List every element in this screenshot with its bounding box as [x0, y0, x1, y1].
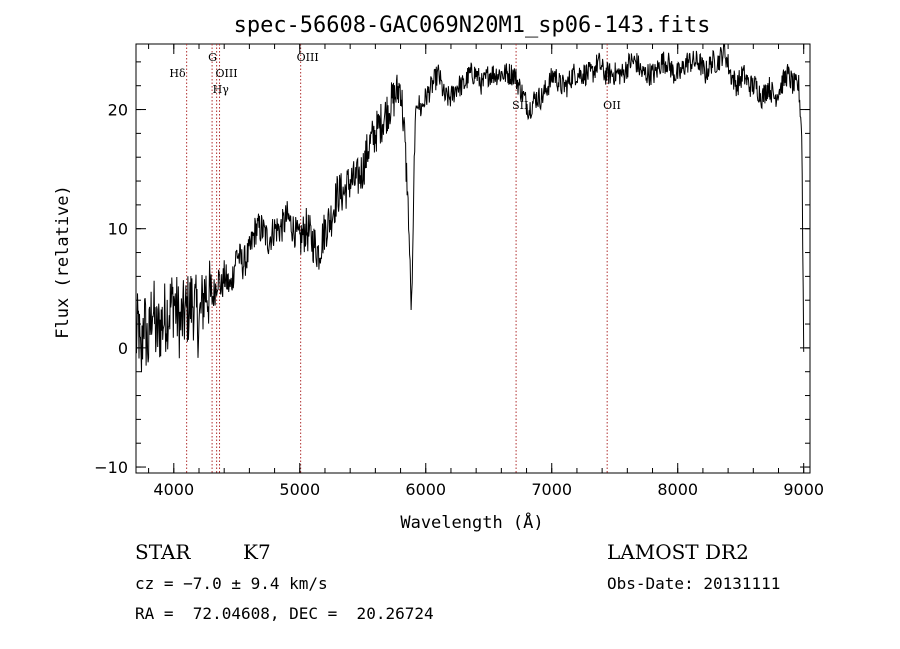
line-marker-label: Hδ — [169, 67, 186, 80]
emission-line-markers: Hδ G Hγ OIII OIII SII OII — [169, 44, 621, 473]
x-tick-label: 6000 — [405, 480, 446, 499]
object-class: STAR — [135, 540, 191, 564]
y-tick-label: 20 — [108, 101, 128, 120]
y-tick-label: −10 — [94, 458, 128, 477]
plot-frame — [135, 43, 811, 474]
x-axis-label: Wavelength (Å) — [400, 511, 543, 533]
x-tick-label: 8000 — [657, 480, 698, 499]
y-tick-label: 10 — [108, 220, 128, 239]
axis-ticks — [136, 44, 810, 473]
line-marker-label: OIII — [216, 67, 238, 80]
object-subclass: K7 — [243, 540, 271, 564]
y-tick-label: 0 — [118, 339, 128, 358]
survey-name: LAMOST DR2 — [607, 540, 749, 564]
line-marker-label: SII — [512, 99, 528, 112]
chart-title: spec-56608-GAC069N20M1_sp06-143.fits — [234, 13, 711, 38]
line-marker-label: OII — [603, 99, 621, 112]
x-tick-label: 9000 — [783, 480, 824, 499]
line-marker-label: G — [208, 51, 217, 64]
x-tick-label: 4000 — [153, 480, 194, 499]
sky-coordinates: RA = 72.04608, DEC = 20.26724 — [135, 604, 434, 623]
line-marker-label: Hγ — [213, 83, 230, 96]
redshift-velocity: cz = −7.0 ± 9.4 km/s — [135, 574, 328, 593]
spectrum-line — [135, 43, 805, 373]
line-marker-label: OIII — [297, 51, 319, 64]
y-axis-label: Flux (relative) — [53, 185, 73, 339]
observation-date: Obs-Date: 20131111 — [607, 574, 781, 593]
x-tick-label: 7000 — [531, 480, 572, 499]
x-tick-label: 5000 — [279, 480, 320, 499]
